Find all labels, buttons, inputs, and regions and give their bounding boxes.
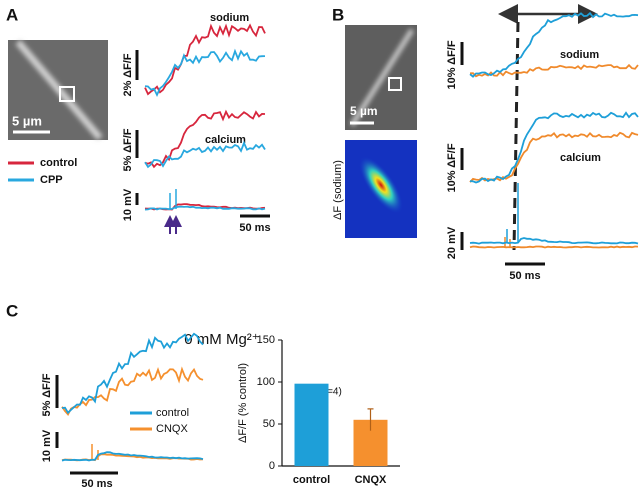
scale-label: 2% ΔF/F xyxy=(122,53,134,96)
trace xyxy=(144,23,266,96)
scale-label: 5% ΔF/F xyxy=(122,128,134,171)
annotation: (n=4) xyxy=(318,387,342,398)
panel-label: C xyxy=(6,301,18,320)
y-axis-label: ΔF/F (% control) xyxy=(237,363,249,443)
image xyxy=(8,39,108,141)
trace-label: calcium xyxy=(560,152,601,164)
legend-label: control xyxy=(156,407,189,419)
image-label: ΔF (sodium) xyxy=(332,160,344,220)
scale-label: 50 ms xyxy=(509,270,540,282)
trace xyxy=(61,451,204,462)
trace-label: sodium xyxy=(210,12,249,24)
panel-title: 0 mM Mg²⁺ xyxy=(184,331,259,348)
bar xyxy=(294,383,329,466)
scale-label: 50 ms xyxy=(81,478,112,490)
scale-label: 10% ΔF/F xyxy=(446,40,458,89)
legend-label: control xyxy=(40,157,77,169)
trace xyxy=(61,366,204,416)
trace xyxy=(144,48,266,98)
scale-label: 10 mV xyxy=(41,429,53,462)
panel-label: A xyxy=(6,5,18,24)
traces xyxy=(61,11,639,462)
trace xyxy=(469,11,639,78)
y-tick-label: 100 xyxy=(257,376,275,388)
trace-label: calcium xyxy=(205,134,246,146)
scale-label: 10 mV xyxy=(122,188,134,221)
legend-label: CPP xyxy=(40,174,63,186)
trace-label: sodium xyxy=(560,49,599,61)
trace xyxy=(469,111,639,184)
trace xyxy=(144,140,266,169)
scale-label: 5 µm xyxy=(12,113,42,128)
image xyxy=(345,25,417,130)
scale-label: 20 mV xyxy=(446,226,458,259)
panel-label: B xyxy=(332,5,344,24)
y-tick-label: 50 xyxy=(263,418,275,430)
heatmap xyxy=(345,140,417,238)
trace xyxy=(469,237,639,245)
scale-label: 5 µm xyxy=(350,104,378,118)
scale-label: 10% ΔF/F xyxy=(446,143,458,192)
bar-chart: ΔF/F (% control) (n=4) 0 50 100 150 control C… xyxy=(237,334,400,486)
y-tick-label: 0 xyxy=(269,460,275,472)
trace xyxy=(469,63,639,78)
trace xyxy=(144,205,266,211)
scale-label: 50 ms xyxy=(239,222,270,234)
trace xyxy=(469,131,639,183)
trace xyxy=(469,245,639,249)
x-tick-label: CNQX xyxy=(355,474,387,486)
y-tick-label: 150 xyxy=(257,334,275,346)
x-tick-label: control xyxy=(293,474,330,486)
legend-label: CNQX xyxy=(156,423,188,435)
scale-label: 5% ΔF/F xyxy=(41,373,53,416)
trace xyxy=(144,109,266,169)
trace xyxy=(61,332,204,415)
